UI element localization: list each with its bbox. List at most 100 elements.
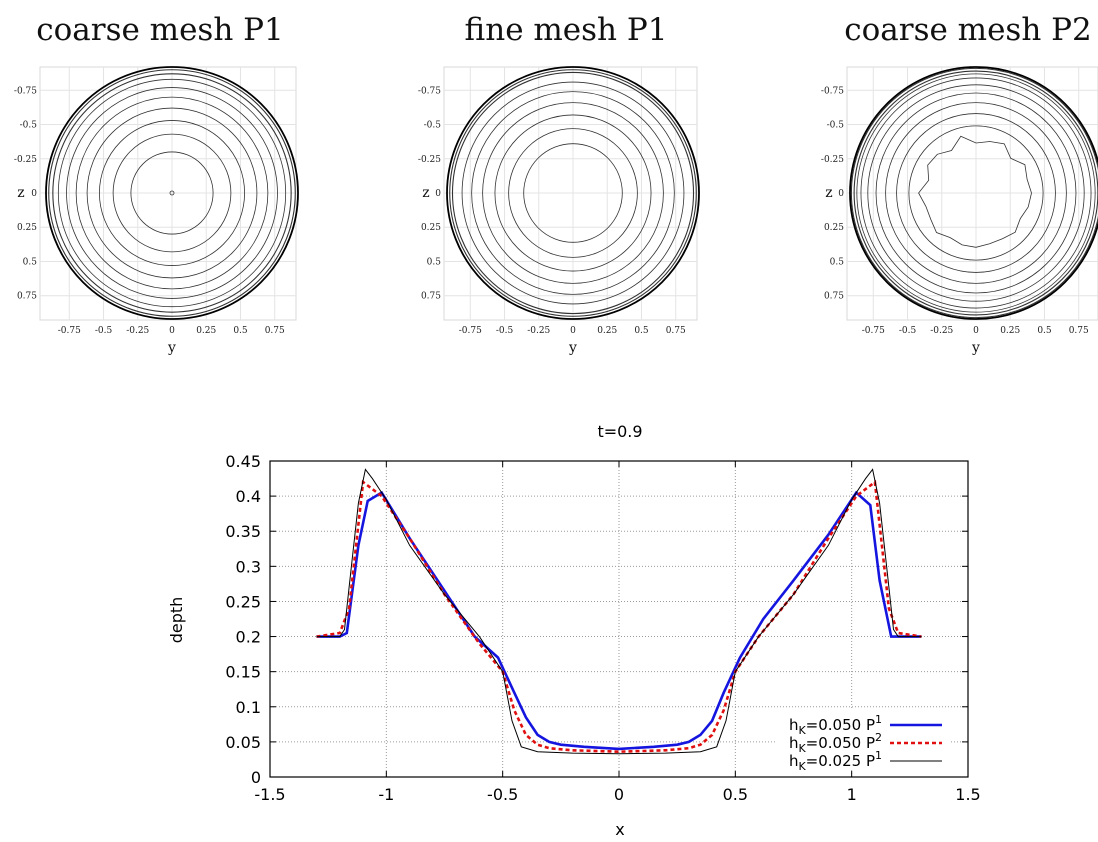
- contour-line: [482, 102, 664, 284]
- panel-2-contour-plot: -0.75 0.75 -0.5 0.5 -0.25 0.25 0 0 0.25 -0.25 0.5 -…: [418, 66, 700, 336]
- contour-line: [112, 133, 232, 253]
- x-tick-label: 0.25: [597, 326, 617, 336]
- contour-line: [856, 73, 1096, 313]
- panel-1-xlabel: y: [167, 340, 176, 356]
- x-tick-label: -0.25: [527, 326, 550, 336]
- y-tick-label: 0.15: [225, 663, 261, 682]
- y-tick-label: 0.5: [830, 257, 845, 267]
- y-tick-label: 0.45: [225, 452, 261, 471]
- legend-background: [777, 708, 949, 770]
- y-tick-label: 0: [251, 768, 261, 787]
- contour-line: [494, 114, 652, 272]
- x-tick-label: -1.5: [254, 785, 285, 804]
- contour-line: [99, 120, 245, 266]
- x-tick-label: -0.75: [862, 326, 885, 336]
- contour-line: [461, 81, 685, 305]
- x-tick-label: 0: [614, 785, 624, 804]
- legend-label: hK=0.050 P2: [789, 731, 882, 755]
- contour-line: [449, 69, 697, 317]
- x-tick-label: 0.5: [233, 326, 248, 336]
- y-tick-label: 0.25: [17, 223, 37, 233]
- y-tick-label: 0.25: [824, 223, 844, 233]
- x-tick-label: -0.5: [95, 326, 113, 336]
- legend-label: hK=0.025 P1: [789, 749, 882, 773]
- x-tick-label: 0: [570, 326, 576, 336]
- contour-line: [508, 128, 638, 258]
- x-tick-label: -0.5: [899, 326, 917, 336]
- panel-1-ylabel: z: [17, 185, 24, 201]
- contour-line: [52, 73, 292, 313]
- y-tick-label: -0.25: [418, 155, 441, 165]
- contour-line: [471, 91, 675, 295]
- y-tick-label: 0.2: [236, 628, 261, 647]
- panel-1-contour-plot: -0.75 0.75 -0.5 0.5 -0.25 0.25 0 0 0.25 -0.25 0.5 -…: [14, 66, 299, 336]
- y-tick-label: 0.5: [23, 257, 38, 267]
- contour-line: [867, 84, 1085, 302]
- contour-line: [885, 102, 1067, 284]
- x-tick-label: 0.75: [265, 326, 285, 336]
- x-tick-label: -1: [378, 785, 394, 804]
- x-tick-label: -0.25: [930, 326, 953, 336]
- y-tick-label: -0.25: [14, 155, 37, 165]
- x-tick-label: -0.5: [496, 326, 514, 336]
- contour-line: [451, 71, 695, 315]
- contour-line: [908, 125, 1044, 261]
- contour-line: [446, 66, 700, 320]
- y-tick-label: 0.1: [236, 698, 261, 717]
- y-tick-label: 0.25: [421, 223, 441, 233]
- y-tick-label: 0: [838, 189, 844, 199]
- y-tick-label: 0.25: [225, 592, 261, 611]
- panel-2-title: fine mesh P1: [465, 12, 668, 48]
- contour-line: [523, 143, 623, 243]
- y-tick-label: 0: [435, 189, 441, 199]
- plot-frame: [269, 460, 969, 778]
- x-tick-label: -0.25: [126, 326, 149, 336]
- x-tick-label: 0.5: [723, 785, 748, 804]
- y-tick-label: 0.4: [236, 487, 261, 506]
- x-tick-label: 0.5: [1037, 326, 1052, 336]
- panel-3-xlabel: y: [971, 340, 980, 356]
- panel-3-title: coarse mesh P2: [844, 12, 1092, 48]
- panel-1-title: coarse mesh P1: [36, 12, 284, 48]
- contour-line: [86, 107, 258, 279]
- y-tick-label: -0.5: [20, 121, 38, 131]
- x-tick-label: 0: [973, 326, 979, 336]
- contour-line: [169, 190, 175, 196]
- x-tick-label: -0.75: [58, 326, 81, 336]
- contour-line: [860, 77, 1092, 309]
- panel-3-ylabel: z: [825, 185, 832, 201]
- x-tick-label: 1.5: [955, 785, 980, 804]
- y-tick-label: -0.75: [418, 86, 441, 96]
- x-tick-label: 0.25: [1000, 326, 1020, 336]
- contour-line: [45, 66, 299, 320]
- panel-3-contour-plot: -0.75 0.75 -0.5 0.5 -0.25 0.25 0 0 0.25 -0.25 0.5 -…: [821, 66, 1098, 336]
- y-tick-label: 0.5: [427, 257, 442, 267]
- series-line: [316, 479, 922, 754]
- contour-line: [75, 96, 269, 290]
- depth-line-chart: -1.5 -1 -0.5 0 0.5 1 1.5 0 0.05 0.1 0.15 0.2 0.25 0.3…: [225, 452, 980, 804]
- y-tick-label: 0.75: [824, 292, 844, 302]
- series-line: [316, 468, 922, 755]
- contour-line: [849, 66, 1098, 320]
- legend-label: hK=0.050 P1: [789, 713, 882, 737]
- y-tick-label: 0.75: [421, 292, 441, 302]
- x-tick-label: 0.75: [666, 326, 686, 336]
- contour-line: [48, 69, 296, 317]
- x-tick-label: 1: [847, 785, 857, 804]
- y-tick-label: -0.75: [821, 86, 844, 96]
- y-tick-label: -0.5: [424, 121, 442, 131]
- x-tick-label: -0.75: [459, 326, 482, 336]
- y-tick-label: -0.75: [14, 86, 37, 96]
- y-tick-label: 0.05: [225, 733, 261, 752]
- chart-title: t=0.9: [597, 422, 642, 441]
- y-tick-label: 0: [31, 189, 37, 199]
- x-tick-label: -0.5: [487, 785, 518, 804]
- y-tick-label: 0.3: [236, 557, 261, 576]
- contour-line: [66, 87, 278, 299]
- panel-2-xlabel: y: [568, 340, 577, 356]
- contour-line: [130, 151, 214, 235]
- contour-line: [918, 135, 1032, 248]
- x-tick-label: 0.75: [1069, 326, 1089, 336]
- contour-line: [850, 67, 1098, 319]
